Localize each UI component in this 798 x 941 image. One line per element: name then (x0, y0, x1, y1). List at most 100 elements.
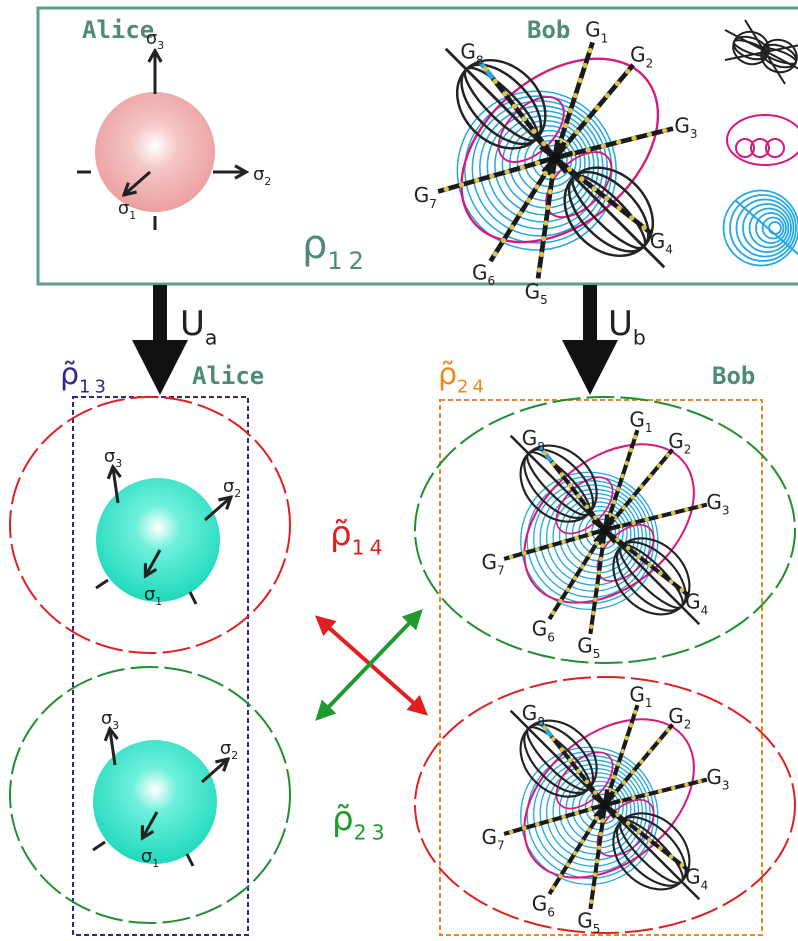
label-base: G (522, 426, 538, 450)
label-sub: 1 (152, 857, 159, 870)
label: σ1 (144, 584, 162, 608)
icon-contour (761, 216, 785, 240)
axis-tick (188, 591, 198, 605)
label-sub: 4 (701, 878, 709, 892)
label-sub: 12 (327, 247, 370, 275)
gate-dot (535, 822, 540, 827)
axis-tick (95, 578, 109, 590)
label-sub: 24 (457, 376, 488, 397)
gate-dot (632, 709, 638, 715)
label: ρ̃23 (332, 799, 390, 845)
gate-dot (587, 532, 593, 537)
gate-dot (594, 541, 599, 546)
gate-dot (611, 499, 617, 505)
label-sub: 8 (537, 715, 545, 729)
label-base: σ (104, 446, 115, 467)
label-base: ρ̃ (330, 514, 352, 554)
gate-dot (630, 769, 635, 775)
gate-dot (697, 779, 703, 784)
label-sub: 14 (352, 536, 388, 560)
gate-dot (594, 583, 600, 589)
gate-dot (628, 215, 635, 221)
label: G7 (482, 825, 505, 853)
gate-dot (558, 873, 563, 879)
gate-dot (521, 825, 527, 831)
label: G2 (668, 429, 691, 457)
bloch-sphere (95, 92, 215, 212)
center-dot (549, 152, 561, 164)
gate-dot (591, 885, 596, 891)
gate-dot (611, 774, 617, 780)
label-sub: 1 (645, 696, 653, 710)
gate-dot (616, 486, 621, 492)
label: σ1 (118, 198, 136, 222)
gate-dot (535, 547, 540, 552)
gate-dot (596, 845, 602, 850)
label-base: G (629, 682, 645, 706)
party-label: Bob (527, 16, 570, 44)
gate-dot (670, 785, 676, 791)
label-base: G (629, 407, 645, 431)
gate-dot (592, 872, 598, 877)
gate-dot (631, 135, 637, 141)
gate-dot (489, 173, 495, 179)
gate-dot (594, 105, 600, 111)
icon-contour (768, 221, 782, 235)
label-sub: 4 (701, 603, 709, 617)
gate-dot (587, 552, 592, 558)
gate-dot (511, 103, 518, 109)
gate-dot (542, 170, 548, 177)
icon-contour (722, 189, 798, 267)
gate-dot (662, 127, 668, 134)
gate-dot (582, 62, 588, 69)
label-sub: 7 (429, 197, 437, 211)
gate-dot (656, 463, 662, 468)
gate-dot (616, 139, 622, 145)
label-base: G (482, 825, 498, 849)
gate-dot (589, 899, 594, 904)
label: G2 (630, 43, 653, 71)
gate-dot (548, 543, 553, 548)
label-base: σ (253, 164, 264, 185)
gate-dot (665, 452, 671, 458)
gate-dot (615, 812, 620, 817)
gate-dot (572, 850, 578, 856)
label: G3 (706, 490, 729, 518)
axis-arrow (201, 760, 227, 784)
gate-dot (620, 473, 625, 479)
gate-dot (550, 610, 556, 616)
label-base: G (525, 280, 541, 304)
gate-dot (531, 128, 537, 134)
gate-dot (647, 748, 653, 754)
label: G8 (460, 40, 483, 68)
gate-dot (593, 790, 598, 795)
axis-arrow (110, 730, 115, 766)
gate-dot (543, 220, 549, 226)
axis-tick (185, 853, 195, 867)
icon-loop (735, 138, 755, 158)
gate-dot (600, 818, 606, 823)
gate-dot (600, 543, 606, 548)
label-sub: 13 (79, 376, 110, 397)
gate-dot (587, 827, 592, 833)
operation-arrow (132, 285, 188, 395)
gate-dot (502, 91, 508, 97)
gate-dot (697, 504, 703, 509)
gate-dot (641, 224, 647, 231)
gate-dot (670, 510, 676, 516)
gate-dot (594, 858, 600, 864)
gate-dot (576, 768, 581, 774)
label-base: G (522, 701, 538, 725)
gate-dot (593, 515, 598, 520)
label-base: G (685, 590, 701, 614)
label: σ1 (141, 846, 159, 870)
gate-dot (508, 829, 514, 835)
gate-dot (579, 176, 585, 182)
label-sub: 3 (115, 457, 122, 470)
gate-dot (614, 80, 621, 87)
party-label: Alice (82, 16, 154, 44)
label-base: G (482, 550, 498, 574)
gate-dot (658, 570, 663, 576)
icon-loop (765, 138, 785, 158)
gate-dot (628, 722, 634, 728)
